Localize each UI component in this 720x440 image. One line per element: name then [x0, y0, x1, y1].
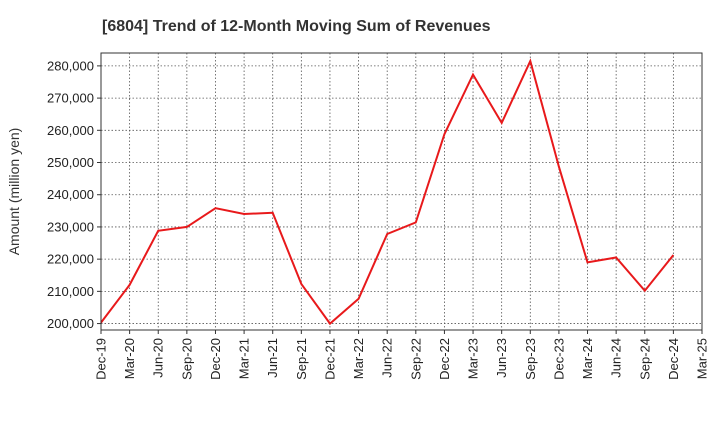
x-tick-label: Dec-24	[666, 338, 681, 380]
x-tick-label: Dec-23	[551, 338, 566, 380]
x-tick-label: Sep-21	[294, 338, 309, 380]
x-tick-label: Jun-22	[380, 338, 395, 378]
x-tick-label: Jun-23	[494, 338, 509, 378]
y-tick-label: 230,000	[47, 219, 94, 234]
x-tick-label: Mar-20	[122, 338, 137, 379]
x-tick-label: Jun-21	[265, 338, 280, 378]
y-tick-label: 200,000	[47, 316, 94, 331]
x-tick-label: Jun-24	[609, 338, 624, 378]
x-tick-label: Sep-24	[637, 338, 652, 380]
y-tick-label: 280,000	[47, 58, 94, 73]
y-tick-label: 270,000	[47, 91, 94, 106]
series-line	[100, 58, 675, 326]
x-tick-label: Mar-21	[237, 338, 252, 379]
x-tick-label: Sep-20	[179, 338, 194, 380]
y-tick-label: 260,000	[47, 123, 94, 138]
plot-frame	[100, 52, 703, 331]
x-tick-label: Jun-20	[151, 338, 166, 378]
series-group	[100, 58, 675, 326]
x-tick-label: Mar-22	[351, 338, 366, 379]
x-tick-label: Dec-19	[94, 338, 109, 380]
grid-lines	[101, 53, 702, 330]
x-axis-ticks: Dec-19 Mar-20 Jun-20 Sep-20 Dec-20 Mar-21 Jun-…	[94, 330, 710, 380]
x-tick-label: Dec-22	[437, 338, 452, 380]
y-axis-ticks: 200,000 210,000 220,000 230,000 240,000 250,0…	[47, 58, 101, 331]
x-tick-label: Mar-25	[695, 338, 710, 379]
y-tick-label: 220,000	[47, 252, 94, 267]
x-tick-label: Dec-21	[322, 338, 337, 380]
y-tick-label: 210,000	[47, 284, 94, 299]
x-tick-label: Dec-20	[208, 338, 223, 380]
x-tick-label: Sep-23	[523, 338, 538, 380]
y-tick-label: 250,000	[47, 155, 94, 170]
x-tick-label: Sep-22	[408, 338, 423, 380]
x-tick-label: Mar-23	[466, 338, 481, 379]
y-tick-label: 240,000	[47, 187, 94, 202]
y-axis-label: Amount (million yen)	[6, 128, 22, 256]
x-tick-label: Mar-24	[580, 338, 595, 379]
chart-title: [6804] Trend of 12-Month Moving Sum of R…	[102, 18, 491, 35]
